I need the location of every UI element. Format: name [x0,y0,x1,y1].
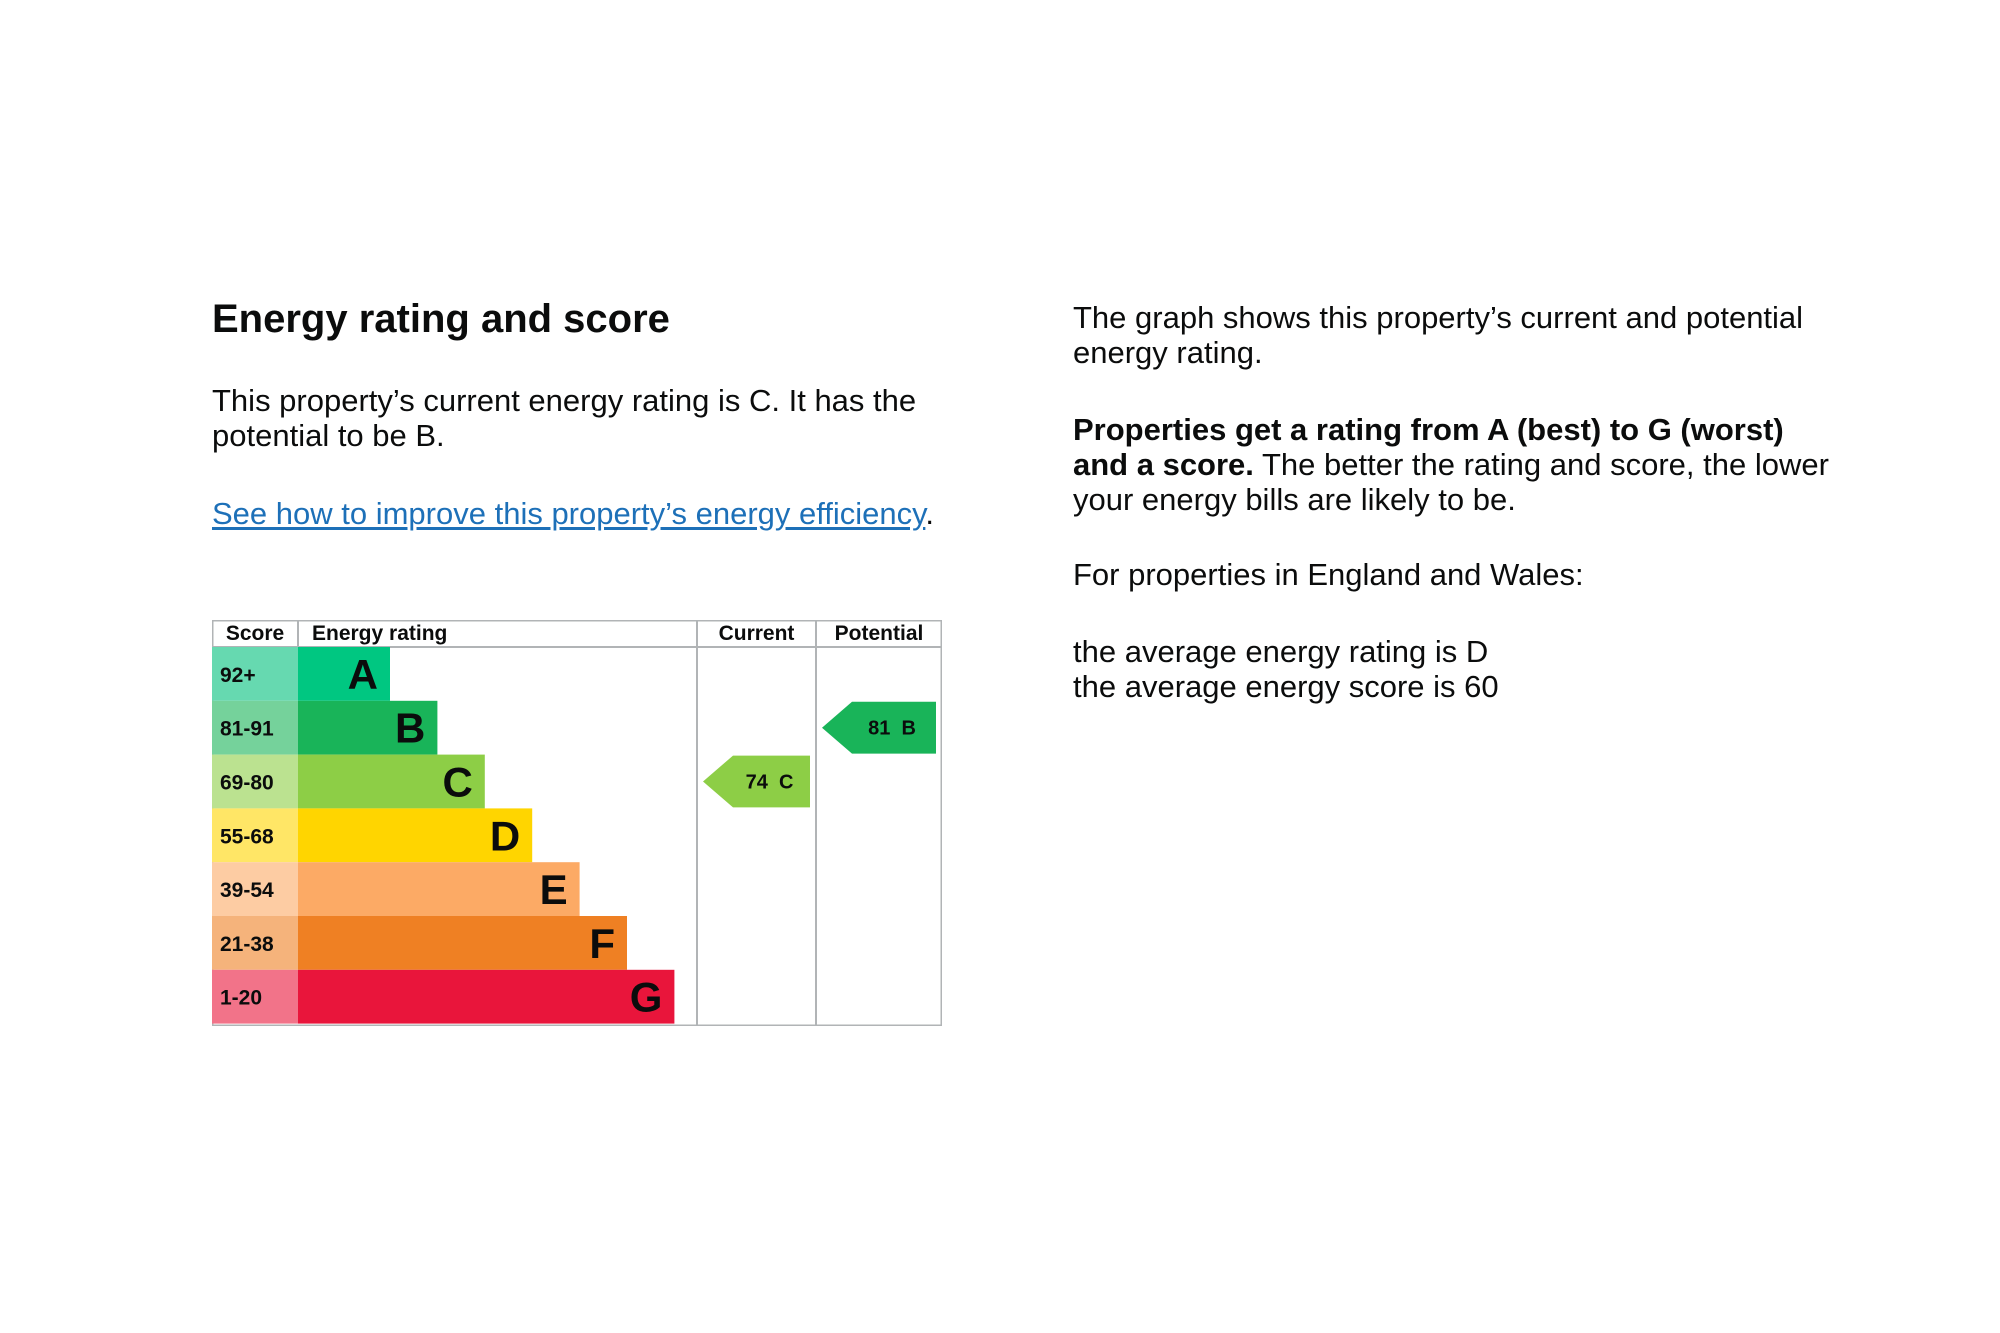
header-current: Current [719,622,795,645]
band-letter-e: E [540,866,568,913]
region-note: For properties in England and Wales: [1073,557,1584,592]
score-range-g: 1-20 [220,987,262,1010]
header-score: Score [226,622,284,645]
right-column: The graph shows this property’s current … [1073,300,1833,704]
current-rating-summary: This property’s current energy rating is… [212,383,917,453]
band-bar-c [298,754,485,809]
band-letter-g: G [630,974,663,1021]
epc-chart: Score Energy rating Current Potential 92+ A 81… [212,620,942,1026]
score-cell-f [212,916,298,970]
score-range-a: 92+ [220,664,256,687]
score-range-c: 69-80 [220,772,274,795]
header-potential: Potential [835,622,924,645]
header-energy-rating: Energy rating [312,622,447,645]
current-rating-label: 74 C [746,772,794,794]
current-rating-arrow [703,755,810,808]
score-cell-g [212,969,298,1024]
epc-chart-container: Score Energy rating Current Potential 92+ A 81… [212,620,942,1026]
band-bar-f [298,916,627,970]
band-bar-d [298,808,533,863]
score-range-b: 81-91 [220,718,274,741]
potential-rating-arrow [822,701,936,754]
band-letter-d: D [490,812,520,859]
averages: the average energy rating is D the avera… [1073,634,1833,704]
score-range-e: 39-54 [220,879,274,902]
band-letter-b: B [395,705,425,752]
potential-rating-label: 81 B [868,718,916,740]
score-cell-c [212,754,298,809]
score-range-d: 55-68 [220,825,274,848]
band-letter-a: A [348,651,378,698]
improve-link-paragraph: See how to improve this property’s energ… [212,496,972,531]
band-bar-b [298,700,438,755]
score-cell-e [212,862,298,916]
band-letter-c: C [442,759,472,806]
band-bar-a [298,647,390,701]
score-range-f: 21-38 [220,933,274,956]
score-cell-d [212,808,298,863]
page-title: Energy rating and score [212,297,670,341]
link-suffix: . [925,496,934,531]
rating-explanation-bold: Properties get a rating from A (best) to… [1073,412,1784,482]
average-score: the average energy score is 60 [1073,669,1499,704]
score-cell-a [212,647,298,701]
average-rating: the average energy rating is D [1073,634,1489,669]
score-cell-b [212,700,298,755]
rating-explanation-rest: The better the rating and score, the low… [1073,447,1829,517]
band-letter-f: F [589,920,615,967]
left-column: Energy rating and score This property’s … [212,295,972,531]
improve-efficiency-link[interactable]: See how to improve this property’s energ… [212,496,926,531]
graph-description: The graph shows this property’s current … [1073,300,1804,370]
band-bar-g [298,969,675,1024]
band-bar-e [298,862,580,916]
rating-explanation: Properties get a rating from A (best) to… [1073,412,1833,517]
